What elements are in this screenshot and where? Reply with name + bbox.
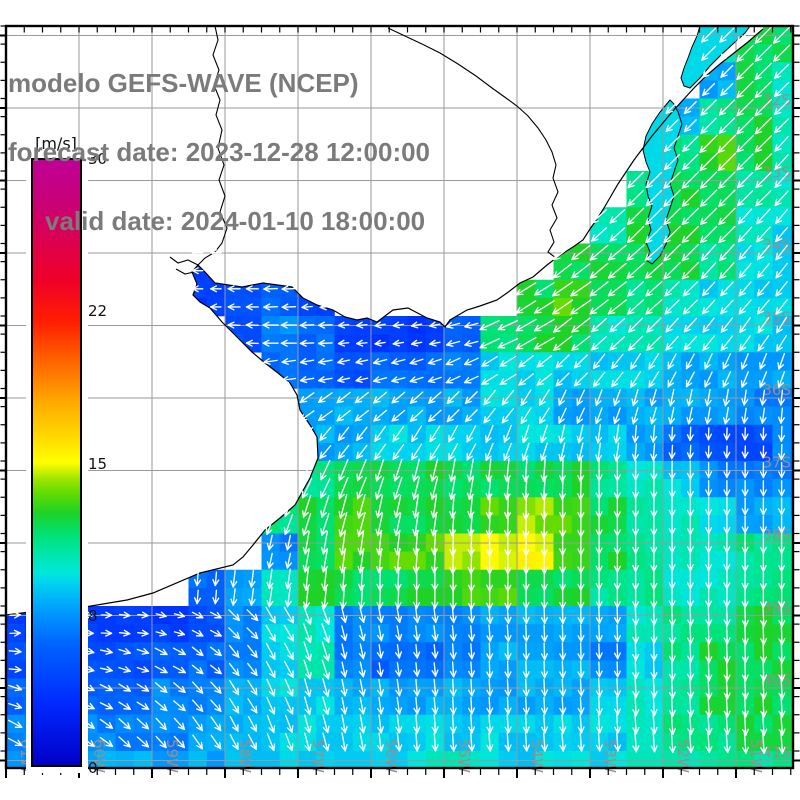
lon-label: 55W [455,739,473,773]
lat-label: 40S [762,671,791,689]
lon-label: 56W [382,739,400,773]
lat-label: 37S [762,454,791,472]
lat-label: 41S [762,744,791,762]
colorbar-gradient [31,158,82,767]
lon-label: 57W [309,739,327,773]
lon-label: 58W [236,739,254,773]
title-model-name: modelo GEFS-WAVE (NCEP) [8,68,359,98]
lon-label: 54W [528,739,546,773]
coastline-layer [5,25,764,616]
lon-label: 60W [90,739,108,773]
lon-label: 53W [601,739,619,773]
river-line [197,25,228,266]
colorbar-unit-label: [m/s] [35,134,77,153]
colorbar-tick-label: 30 [88,150,108,168]
colorbar-tick-label: 15 [88,454,108,473]
land-mask [6,26,763,615]
lat-label: 39S [762,599,791,617]
river-line [387,27,566,259]
title-forecast-date: forecast date: 2023-12-28 12:00:00 [8,137,431,167]
river-line [175,268,195,275]
lat-label: 38S [762,526,791,544]
colorbar-tick-label: 8 [88,606,98,625]
map-title: modelo GEFS-WAVE (NCEP) forecast date: 2… [8,26,430,279]
lat-label: 33S [762,164,791,182]
lon-label: 59W [163,739,181,773]
title-valid-date: valid date: 2024-01-10 18:00:00 [45,206,426,236]
river-line [169,256,199,266]
wind-arrows-layer [7,26,791,754]
map-frame [4,24,795,770]
lat-label: 36S [762,381,791,399]
coastline [5,28,764,616]
colorbar-tick-label: 0 [88,759,98,777]
colorbar-tick-label: 22 [88,302,108,321]
lagoon-water [680,25,751,89]
map-frame-layer [0,24,800,778]
